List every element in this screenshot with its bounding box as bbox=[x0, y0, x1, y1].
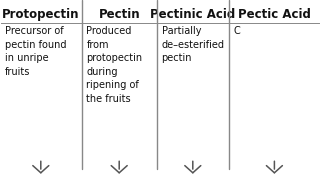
Text: Partially
de–esterified
pectin: Partially de–esterified pectin bbox=[162, 26, 225, 63]
Text: Precursor of
pectin found
in unripe
fruits: Precursor of pectin found in unripe frui… bbox=[5, 26, 66, 77]
Text: Produced
from
protopectin
during
ripening of
the fruits: Produced from protopectin during ripenin… bbox=[86, 26, 142, 104]
Text: Pectic Acid: Pectic Acid bbox=[238, 8, 311, 21]
Text: Protopectin: Protopectin bbox=[2, 8, 80, 21]
Text: C: C bbox=[234, 26, 240, 36]
Text: Pectinic Acid: Pectinic Acid bbox=[150, 8, 236, 21]
Text: Pectin: Pectin bbox=[98, 8, 140, 21]
